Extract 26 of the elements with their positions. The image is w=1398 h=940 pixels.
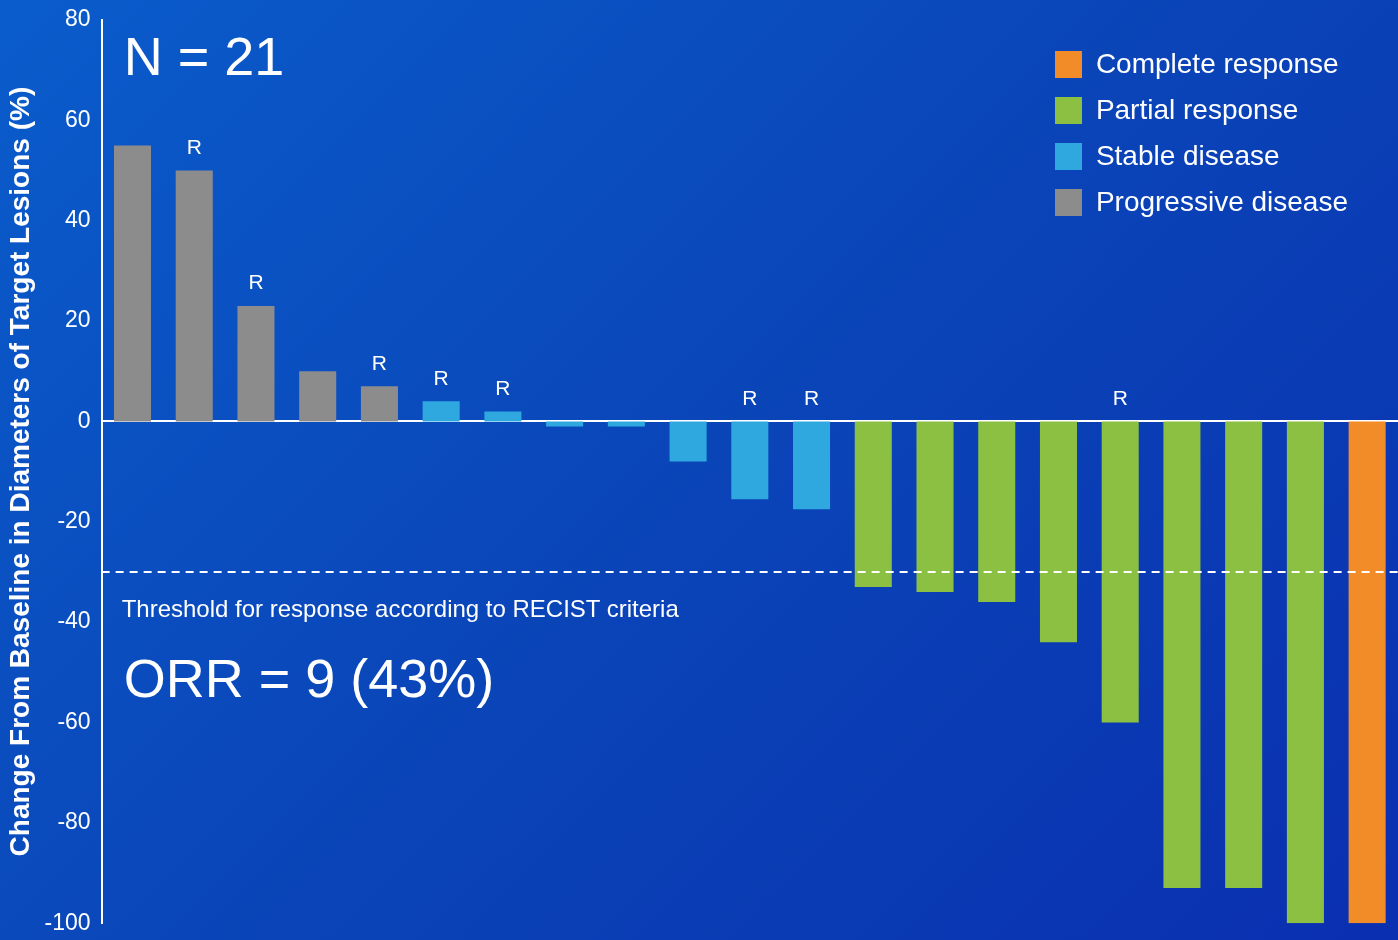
data-label: R <box>1112 385 1128 409</box>
legend-label: Partial response <box>1095 94 1299 126</box>
y-tick-label: 0 <box>77 406 91 433</box>
data-label: R <box>495 375 511 399</box>
data-label: R <box>742 385 758 409</box>
y-tick-label: -40 <box>57 607 91 634</box>
y-tick-label: -60 <box>57 707 91 734</box>
annotation: N = 21 <box>123 26 285 87</box>
ref-line-label: Threshold for response according to RECIST criteria <box>121 594 680 622</box>
legend-label: Stable disease <box>1095 140 1280 172</box>
data-label: R <box>371 350 388 374</box>
legend-label: Progressive disease <box>1095 186 1348 218</box>
data-label: R <box>186 134 202 158</box>
y-tick-label: -20 <box>57 507 91 534</box>
y-tick-label: 40 <box>65 206 91 233</box>
legend-label: Complete response <box>1095 48 1339 80</box>
data-label: R <box>433 365 449 389</box>
y-tick-label: 80 <box>65 5 91 32</box>
y-tick-label: 20 <box>65 306 91 333</box>
annotation: ORR = 9 (43%) <box>123 648 495 709</box>
y-tick-label: -80 <box>57 808 91 835</box>
y-tick-label: 60 <box>65 105 91 132</box>
data-label: R <box>248 270 264 294</box>
data-label: R <box>803 385 820 409</box>
y-axis-title: Change From Baseline in Diameters of Target Lesions (%) <box>3 86 35 857</box>
y-tick-label: -100 <box>44 908 91 935</box>
